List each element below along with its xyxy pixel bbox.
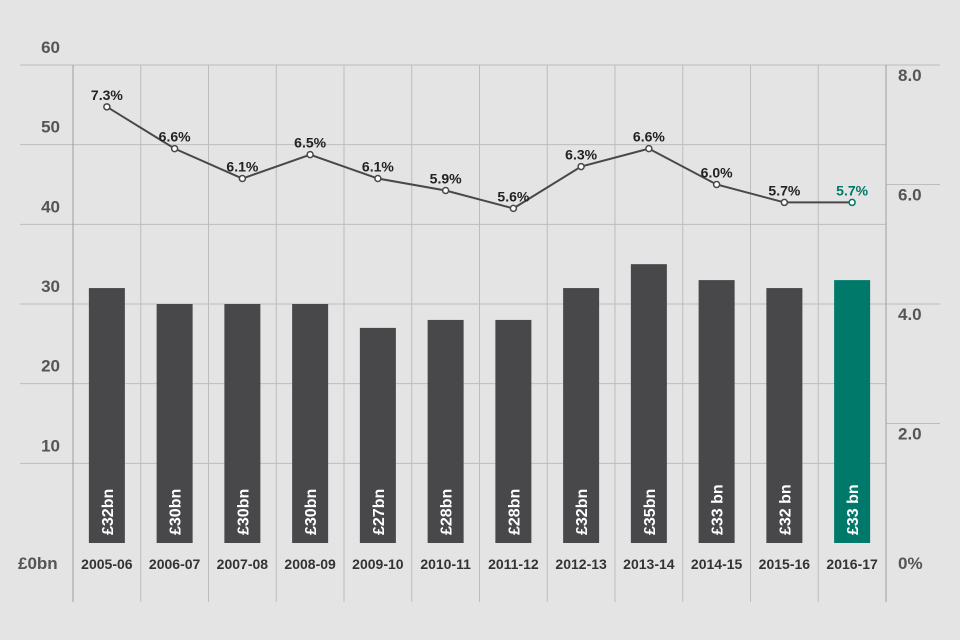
line-point [712,180,721,189]
x-tick-label: 2013-14 [623,556,675,572]
bar-value-label: £30bn [235,489,252,535]
line-series [106,105,853,210]
line-value-label: 6.6% [159,129,191,145]
y-left-tick-label: 20 [41,357,60,376]
bar [563,288,600,543]
line-point [306,150,314,159]
y-right-tick-label: 2.0 [898,425,922,444]
line-point [577,162,585,171]
x-tick-label: 2008-09 [284,556,336,572]
line-point [645,144,653,153]
bar [698,280,735,543]
x-tick-label: 2011-12 [488,556,539,572]
line-value-label: 5.7% [768,182,800,198]
bar [834,280,871,543]
x-tick-label: 2005-06 [81,556,133,572]
y-left-tick-label: £0bn [18,554,58,573]
x-tick-label: 2009-10 [352,556,404,572]
y-left-tick-label: 60 [41,38,60,57]
line-value-label: 6.3% [565,147,597,163]
bar [766,288,803,543]
line-value-label: 6.1% [226,159,258,175]
line-point [170,144,179,153]
x-tick-label: 2012-13 [555,556,607,572]
y-right-tick-label: 4.0 [898,305,922,324]
bar-value-label: £35bn [642,489,659,535]
bar [427,319,464,543]
bar-value-label: £32bn [574,489,591,535]
bar [88,288,125,543]
bar-value-label: £30bn [303,489,320,535]
bar [292,304,329,543]
line-value-label: 5.6% [497,188,529,204]
line-value-label: 6.0% [701,165,733,181]
bar [224,304,261,543]
bar-value-label: £28bn [439,489,456,535]
y-right-tick-label: 8.0 [898,66,922,85]
bar-value-label: £33 bn [845,484,862,535]
y-right-tick-label: 6.0 [898,186,922,205]
line-value-label: 6.6% [633,129,665,145]
y-left-tick-label: 30 [41,277,60,296]
y-left-tick-label: 10 [41,436,60,455]
bar-value-label: £32 bn [777,484,794,535]
line-value-label: 7.3% [91,87,123,103]
bar [630,264,667,543]
x-tick-label: 2010-11 [420,556,471,572]
line-point [509,204,518,213]
line-value-label: 6.5% [294,135,326,151]
line-point [238,174,247,183]
bar [359,327,396,543]
line-point [374,174,382,183]
x-tick-label: 2006-07 [149,556,201,572]
x-tick-label: 2014-15 [691,556,743,572]
x-tick-label: 2016-17 [826,556,878,572]
line-point [441,186,450,195]
line-value-label: 6.1% [362,159,394,175]
y-right-tick-label: 0% [898,554,923,573]
line-value-label: 5.7% [836,182,868,198]
line-point [848,198,856,207]
bar-value-label: £30bn [168,489,185,535]
line-value-label: 5.9% [430,170,462,186]
bar [156,304,193,543]
bar [495,319,532,543]
x-tick-label: 2007-08 [217,556,269,572]
y-left-tick-label: 40 [41,197,60,216]
bar-value-label: £33 bn [710,484,727,535]
bar-value-label: £32bn [100,489,117,535]
bar-value-label: £27bn [371,489,388,535]
y-left-tick-label: 50 [41,118,60,137]
bar-value-label: £28bn [506,489,523,535]
line-point [780,198,789,207]
line-point [103,103,111,111]
x-tick-label: 2015-16 [759,556,811,572]
